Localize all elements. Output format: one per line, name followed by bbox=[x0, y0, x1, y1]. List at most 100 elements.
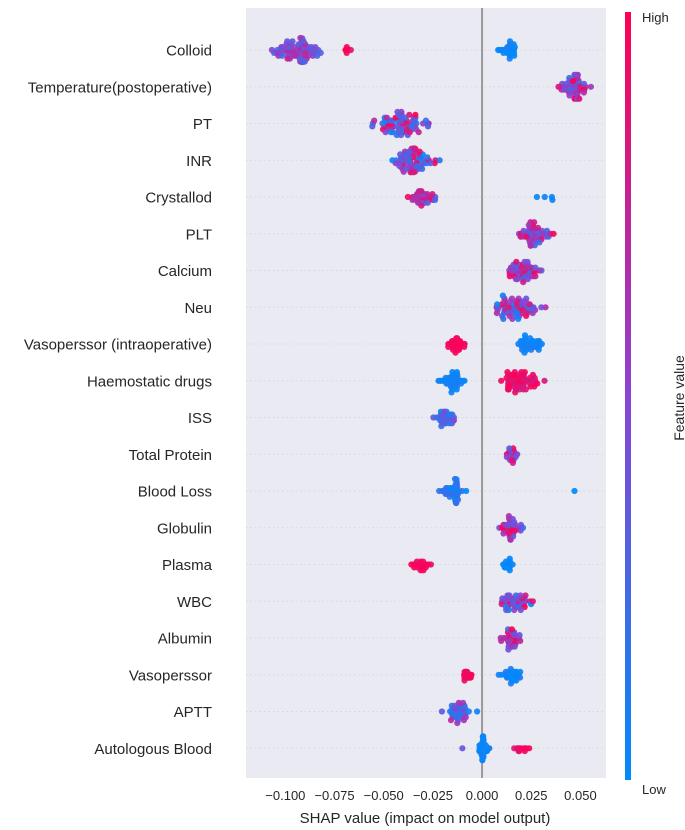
shap-point bbox=[513, 258, 520, 265]
shap-point bbox=[389, 157, 396, 164]
feature-label: Temperature(postoperative) bbox=[28, 79, 212, 96]
shap-point bbox=[480, 736, 487, 743]
feature-label: Globulin bbox=[157, 520, 212, 537]
shap-point bbox=[415, 188, 422, 195]
shap-point bbox=[512, 527, 519, 534]
shap-point bbox=[474, 708, 481, 715]
shap-point bbox=[528, 346, 535, 353]
shap-point bbox=[369, 123, 376, 130]
shap-point bbox=[580, 80, 588, 87]
shap-point bbox=[459, 699, 467, 706]
shap-point bbox=[538, 304, 545, 311]
shap-point bbox=[568, 89, 575, 96]
feature-label: Blood Loss bbox=[138, 484, 212, 501]
shap-point bbox=[508, 295, 516, 302]
shap-point bbox=[494, 301, 501, 308]
shap-point bbox=[278, 52, 286, 59]
shap-point bbox=[420, 567, 427, 574]
shap-point bbox=[539, 230, 546, 237]
shap-point bbox=[427, 160, 434, 167]
shap-point bbox=[505, 646, 512, 653]
shap-point bbox=[508, 457, 516, 464]
shap-point bbox=[453, 386, 460, 393]
shap-point bbox=[500, 530, 507, 537]
shap-point bbox=[570, 77, 577, 85]
shap-point bbox=[502, 558, 510, 565]
shap-point bbox=[422, 117, 429, 124]
feature-label: PLT bbox=[186, 226, 212, 243]
shap-point bbox=[529, 371, 537, 378]
shap-point bbox=[506, 55, 513, 62]
shap-point bbox=[416, 148, 423, 155]
x-tick-label: −0.075 bbox=[314, 788, 354, 803]
shap-point bbox=[493, 310, 500, 317]
shap-point bbox=[479, 757, 486, 764]
shap-point bbox=[510, 677, 517, 684]
shap-point bbox=[397, 151, 404, 158]
shap-point bbox=[446, 420, 453, 427]
shap-point bbox=[529, 310, 536, 317]
shap-point bbox=[550, 230, 557, 237]
shap-point bbox=[521, 349, 528, 356]
shap-point bbox=[529, 598, 537, 605]
shap-point bbox=[502, 668, 509, 676]
shap-point bbox=[429, 191, 436, 198]
shap-point bbox=[514, 451, 521, 458]
feature-label: WBC bbox=[177, 594, 212, 611]
feature-label: Plasma bbox=[162, 557, 213, 574]
shap-point bbox=[498, 377, 505, 384]
shap-point bbox=[459, 377, 466, 384]
shap-point bbox=[291, 52, 299, 59]
x-tick-label: −0.100 bbox=[265, 788, 305, 803]
shap-point bbox=[505, 530, 512, 537]
feature-label: Haemostatic drugs bbox=[87, 373, 212, 390]
shap-point bbox=[509, 515, 516, 523]
shap-point bbox=[396, 163, 403, 170]
feature-label: PT bbox=[193, 116, 212, 133]
shap-point bbox=[507, 671, 514, 678]
shap-point bbox=[437, 377, 444, 384]
shap-point bbox=[410, 145, 418, 152]
shap-point bbox=[467, 674, 474, 681]
shap-point bbox=[524, 258, 531, 265]
shap-point bbox=[312, 44, 319, 51]
colorbar bbox=[625, 12, 631, 780]
shap-point bbox=[403, 165, 410, 172]
shap-point bbox=[412, 111, 419, 118]
shap-point bbox=[454, 720, 461, 727]
shap-point bbox=[456, 711, 463, 718]
shap-point bbox=[531, 383, 538, 390]
shap-point bbox=[506, 38, 514, 45]
shap-point bbox=[555, 83, 562, 90]
shap-point bbox=[512, 389, 519, 396]
feature-label: Autologous Blood bbox=[94, 741, 212, 758]
shap-point bbox=[516, 386, 523, 393]
shap-point bbox=[459, 745, 466, 752]
shap-point bbox=[476, 742, 483, 749]
shap-point bbox=[451, 702, 459, 709]
shap-point bbox=[507, 665, 514, 673]
shap-point bbox=[449, 346, 457, 353]
shap-point bbox=[460, 717, 467, 724]
x-tick-label: 0.000 bbox=[466, 788, 499, 803]
feature-label: Vasoperssor bbox=[129, 667, 212, 684]
shap-point bbox=[507, 536, 514, 543]
shap-point bbox=[432, 196, 439, 203]
feature-label: Colloid bbox=[166, 43, 212, 60]
shap-point bbox=[415, 129, 422, 136]
feature-label: INR bbox=[186, 153, 212, 170]
shap-point bbox=[541, 377, 548, 384]
shap-point bbox=[284, 38, 291, 45]
shap-point bbox=[517, 668, 524, 676]
shap-point bbox=[541, 193, 548, 201]
shap-point bbox=[465, 708, 472, 715]
shap-point bbox=[314, 52, 321, 59]
x-tick-label: −0.050 bbox=[364, 788, 404, 803]
shap-point bbox=[406, 111, 413, 118]
shap-point bbox=[561, 86, 568, 93]
shap-point bbox=[500, 315, 507, 322]
shap-point bbox=[424, 191, 431, 198]
shap-point bbox=[580, 89, 588, 96]
shap-point bbox=[438, 423, 445, 430]
